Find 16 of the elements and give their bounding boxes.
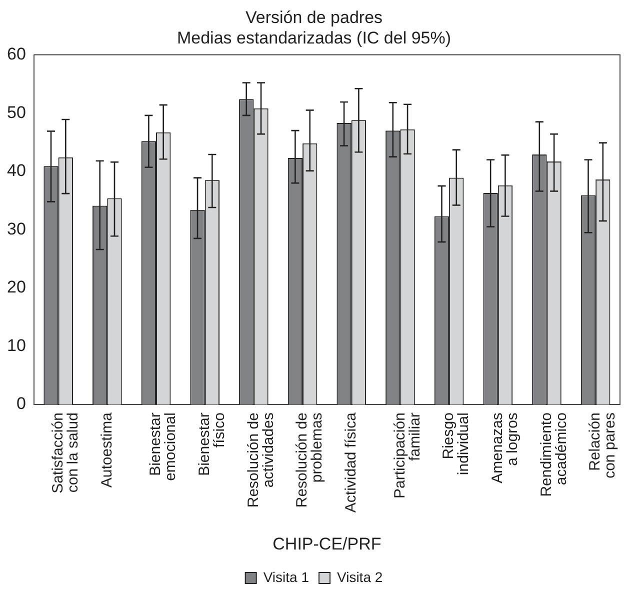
x-axis-title: CHIP-CE/PRF bbox=[272, 534, 382, 554]
y-tick-label: 20 bbox=[6, 278, 26, 297]
legend-label: Visita 2 bbox=[337, 568, 383, 585]
x-tick-label: Bienestar emocional bbox=[147, 412, 180, 481]
y-tick-label: 30 bbox=[6, 219, 26, 238]
x-tick-label: Autoestima bbox=[98, 412, 116, 488]
legend-label: Visita 1 bbox=[263, 568, 310, 585]
y-tick-label: 10 bbox=[6, 336, 26, 355]
y-tick-label: 60 bbox=[6, 44, 26, 64]
x-tick-label: Participación familiar bbox=[391, 412, 424, 498]
y-tick-label: 0 bbox=[16, 394, 26, 414]
x-tick-label: Satisfacción con la salud bbox=[49, 412, 82, 494]
y-tick-label: 50 bbox=[6, 102, 26, 122]
x-tick-label: Actividad física bbox=[342, 412, 360, 513]
y-tick-label: 40 bbox=[6, 161, 26, 180]
chart-title: Versión de padres Medias estandarizadas (IC del 95%) bbox=[176, 8, 452, 48]
